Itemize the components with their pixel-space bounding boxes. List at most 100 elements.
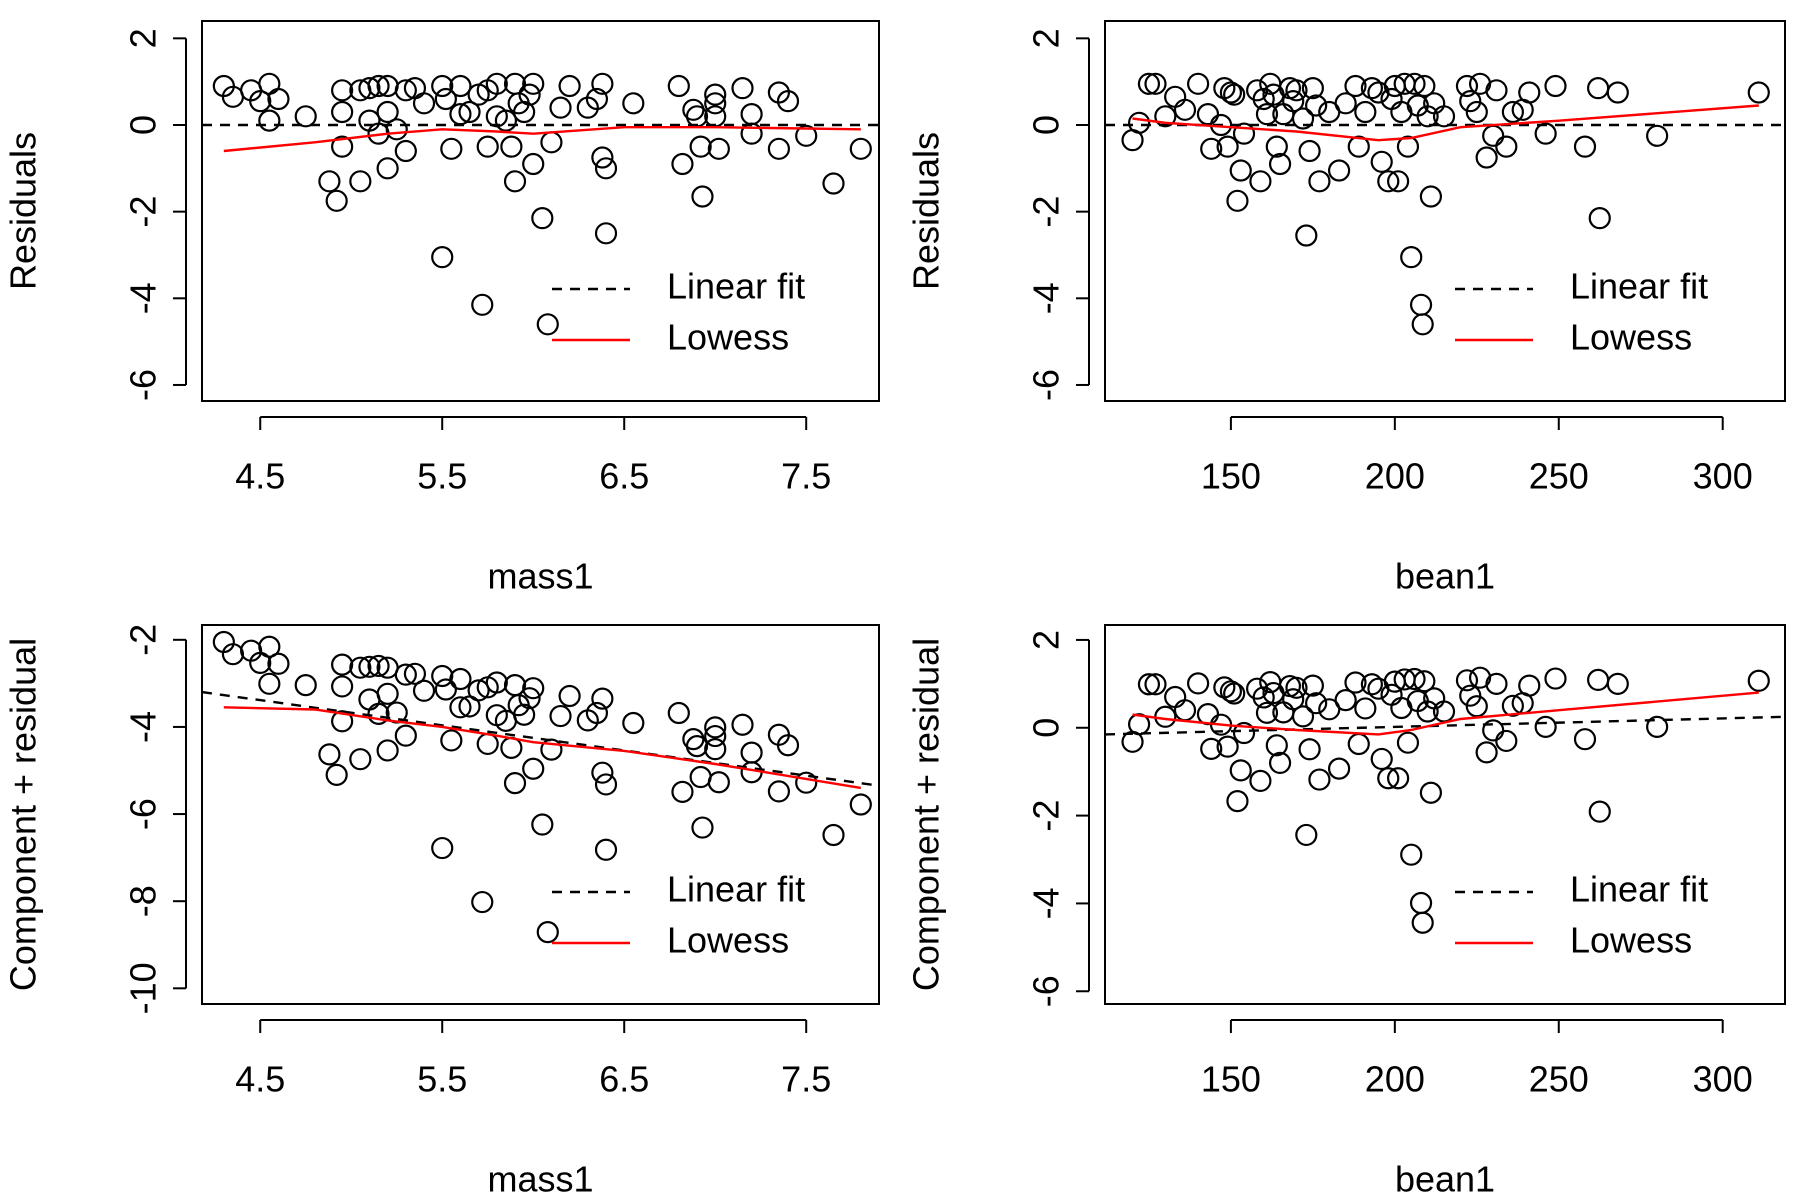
y-axis-label: Residuals: [906, 132, 947, 290]
point: [558, 684, 581, 708]
point: [1588, 207, 1611, 230]
x-tick-label: 200: [1365, 456, 1425, 497]
y-tick-label: -2: [1026, 800, 1067, 832]
point: [376, 100, 399, 124]
point: [1252, 87, 1275, 111]
point: [1416, 700, 1439, 723]
legend-label: Linear fit: [1570, 266, 1708, 307]
point: [1419, 185, 1443, 208]
point: [685, 105, 709, 128]
point: [591, 72, 614, 95]
point: [1413, 74, 1436, 98]
point: [622, 711, 645, 735]
point: [531, 813, 554, 836]
point: [1354, 100, 1377, 124]
point: [707, 771, 730, 794]
point: [349, 170, 372, 193]
point: [594, 838, 618, 861]
point: [1747, 81, 1770, 104]
point: [704, 83, 727, 106]
point: [704, 105, 727, 128]
point: [471, 293, 494, 316]
point: [221, 643, 245, 666]
point: [503, 772, 527, 795]
x-axis-label: bean1: [1395, 556, 1495, 597]
point: [522, 677, 545, 700]
point: [1468, 666, 1492, 689]
point: [1747, 669, 1770, 692]
point: [258, 72, 281, 95]
point: [1216, 735, 1239, 758]
point: [1646, 715, 1669, 738]
point: [1219, 81, 1243, 104]
point: [1301, 77, 1324, 100]
point: [822, 172, 845, 195]
point: [485, 671, 508, 694]
point: [849, 793, 872, 816]
point: [776, 734, 800, 757]
point: [318, 170, 341, 193]
point: [494, 109, 518, 132]
point: [1295, 823, 1318, 847]
x-tick-label: 250: [1529, 1059, 1589, 1100]
point: [258, 635, 281, 658]
y-tick-label: -6: [1026, 369, 1067, 401]
point: [1216, 135, 1239, 158]
point: [1403, 667, 1426, 691]
point: [1475, 146, 1498, 169]
y-tick-label: 0: [1026, 115, 1067, 135]
legend-label: Lowess: [1570, 920, 1692, 961]
point: [518, 687, 541, 710]
point: [1587, 77, 1610, 100]
point: [1485, 79, 1508, 102]
point: [1646, 124, 1669, 147]
point: [1196, 103, 1220, 126]
x-tick-label: 7.5: [781, 1059, 831, 1100]
point: [1229, 159, 1252, 182]
point: [1413, 670, 1436, 693]
point: [1396, 135, 1420, 158]
lowess-line: [1132, 104, 1759, 142]
point: [449, 74, 472, 98]
point: [594, 157, 618, 180]
point: [1518, 674, 1541, 697]
point: [449, 667, 472, 691]
y-tick-label: -6: [123, 369, 164, 401]
point: [1459, 90, 1482, 113]
x-tick-label: 300: [1693, 456, 1753, 497]
point: [367, 702, 390, 725]
y-axis-label: Component + residual: [3, 638, 44, 991]
point: [795, 771, 818, 794]
point: [503, 170, 527, 193]
point: [412, 92, 436, 115]
lowess-line: [223, 126, 861, 153]
point: [585, 87, 609, 111]
point: [294, 674, 317, 697]
point: [1544, 667, 1567, 690]
point: [1249, 769, 1272, 793]
point: [704, 738, 727, 761]
point: [331, 79, 354, 102]
point: [258, 672, 281, 695]
y-tick-label: -6: [123, 798, 164, 830]
point: [1229, 759, 1252, 782]
point: [331, 135, 354, 158]
y-tick-label: -6: [1026, 975, 1067, 1007]
point: [258, 109, 281, 132]
x-tick-label: 4.5: [235, 1059, 285, 1100]
point: [1308, 170, 1331, 193]
panel: 150 200 250 300 -6 -4 -2 0 2 bean1 Component + res…: [906, 624, 1786, 1200]
x-tick-label: 7.5: [781, 456, 831, 497]
point: [1501, 100, 1524, 124]
point: [1495, 135, 1518, 158]
point: [671, 152, 694, 176]
point: [267, 87, 290, 111]
y-tick-label: -8: [123, 885, 164, 917]
point: [376, 157, 399, 180]
point: [431, 74, 454, 98]
x-tick-label: 5.5: [417, 1059, 467, 1100]
y-tick-label: 2: [1026, 28, 1067, 48]
point: [1127, 713, 1151, 736]
point: [540, 131, 563, 154]
